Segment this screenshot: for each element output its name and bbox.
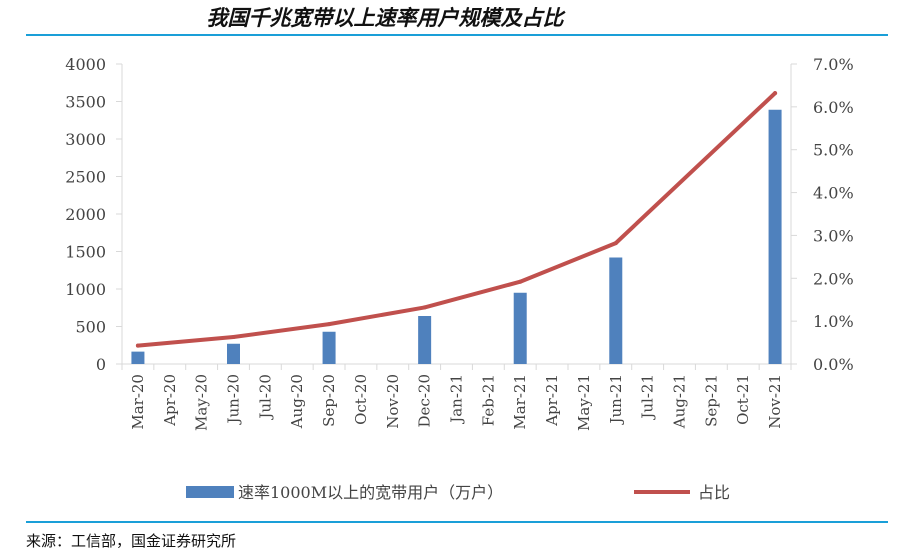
bar (609, 257, 623, 364)
right-tick-label: 3.0% (813, 226, 854, 245)
line-series (135, 91, 778, 348)
line-point (231, 335, 236, 339)
x-tick-label: Aug-20 (288, 374, 306, 429)
x-tick-label: Sep-20 (320, 374, 338, 427)
x-axis-ticks: Mar-20 Apr-20 May-20 Jun-20 Jul-20 Aug-20 Sep-… (129, 374, 784, 431)
right-tick-label: 6.0% (813, 98, 854, 117)
x-tick-label: Mar-20 (129, 374, 147, 430)
left-tick-label: 500 (75, 318, 106, 337)
left-tick-label: 0 (96, 355, 106, 374)
bar-series (131, 109, 782, 364)
x-tick-label: Oct-20 (352, 374, 370, 425)
bottom-rule (26, 521, 888, 523)
x-tick-label: Sep-21 (702, 374, 720, 427)
legend-bar-swatch (186, 486, 234, 498)
left-tick-label: 2500 (65, 168, 106, 187)
x-tick-label: May-21 (575, 374, 593, 431)
x-tick-label: Feb-21 (479, 374, 497, 426)
x-tick-label: Jul-20 (256, 374, 274, 421)
x-tick-label: Dec-20 (416, 374, 434, 427)
x-tick-label: Jan-21 (448, 374, 466, 425)
left-tick-label: 3000 (65, 130, 106, 149)
legend-line-label: 占比 (698, 483, 730, 502)
bar (513, 292, 527, 364)
x-tick-label: Jun-21 (607, 374, 625, 426)
x-tick-label: Apr-20 (161, 374, 179, 427)
line-point (773, 91, 778, 96)
x-tick-label: Jun-20 (225, 374, 243, 426)
bar (227, 343, 240, 364)
top-rule (26, 34, 888, 36)
legend-bar-label: 速率1000M以上的宽带用户（万户） (238, 483, 503, 502)
left-tick-label: 1500 (65, 243, 106, 262)
left-tick-label: 3500 (65, 93, 106, 112)
bar (418, 316, 432, 364)
line-path (135, 91, 778, 348)
right-axis-ticks: 0.0% 1.0% 2.0% 3.0% 4.0% 5.0% 6.0% 7.0% (791, 55, 854, 374)
x-tick-label: Jul-21 (639, 374, 657, 421)
x-tick-label: Apr-21 (543, 374, 561, 427)
left-tick-label: 2000 (65, 205, 106, 224)
right-tick-label: 4.0% (813, 184, 854, 203)
left-tick-label: 1000 (65, 280, 106, 299)
chart-title: 我国千兆宽带以上速率用户规模及占比 (206, 5, 564, 30)
x-tick-label: Nov-21 (766, 374, 784, 429)
right-tick-label: 5.0% (813, 141, 854, 160)
legend: 速率1000M以上的宽带用户（万户） 占比 (186, 483, 730, 502)
left-axis-ticks: 0 500 1000 1500 2000 2500 3000 3500 4000 (65, 55, 122, 374)
bar (768, 109, 782, 364)
line-point (327, 322, 332, 327)
left-tick-label: 4000 (65, 55, 106, 74)
right-tick-label: 1.0% (813, 312, 854, 331)
axes (121, 64, 792, 370)
x-tick-label: Nov-20 (384, 374, 402, 429)
right-tick-label: 2.0% (813, 269, 854, 288)
line-point (422, 305, 427, 310)
bar (131, 351, 145, 364)
bar (322, 331, 336, 364)
right-tick-label: 0.0% (813, 355, 854, 374)
line-point (613, 241, 618, 246)
line-point (518, 279, 523, 284)
line-point (135, 343, 140, 348)
x-tick-label: Oct-21 (734, 374, 752, 425)
right-tick-label: 7.0% (813, 55, 854, 74)
source-note: 来源：工信部，国金证券研究所 (26, 532, 237, 550)
x-tick-label: Aug-21 (671, 374, 689, 429)
x-tick-label: May-20 (193, 374, 211, 431)
x-tick-label: Mar-21 (511, 374, 529, 430)
